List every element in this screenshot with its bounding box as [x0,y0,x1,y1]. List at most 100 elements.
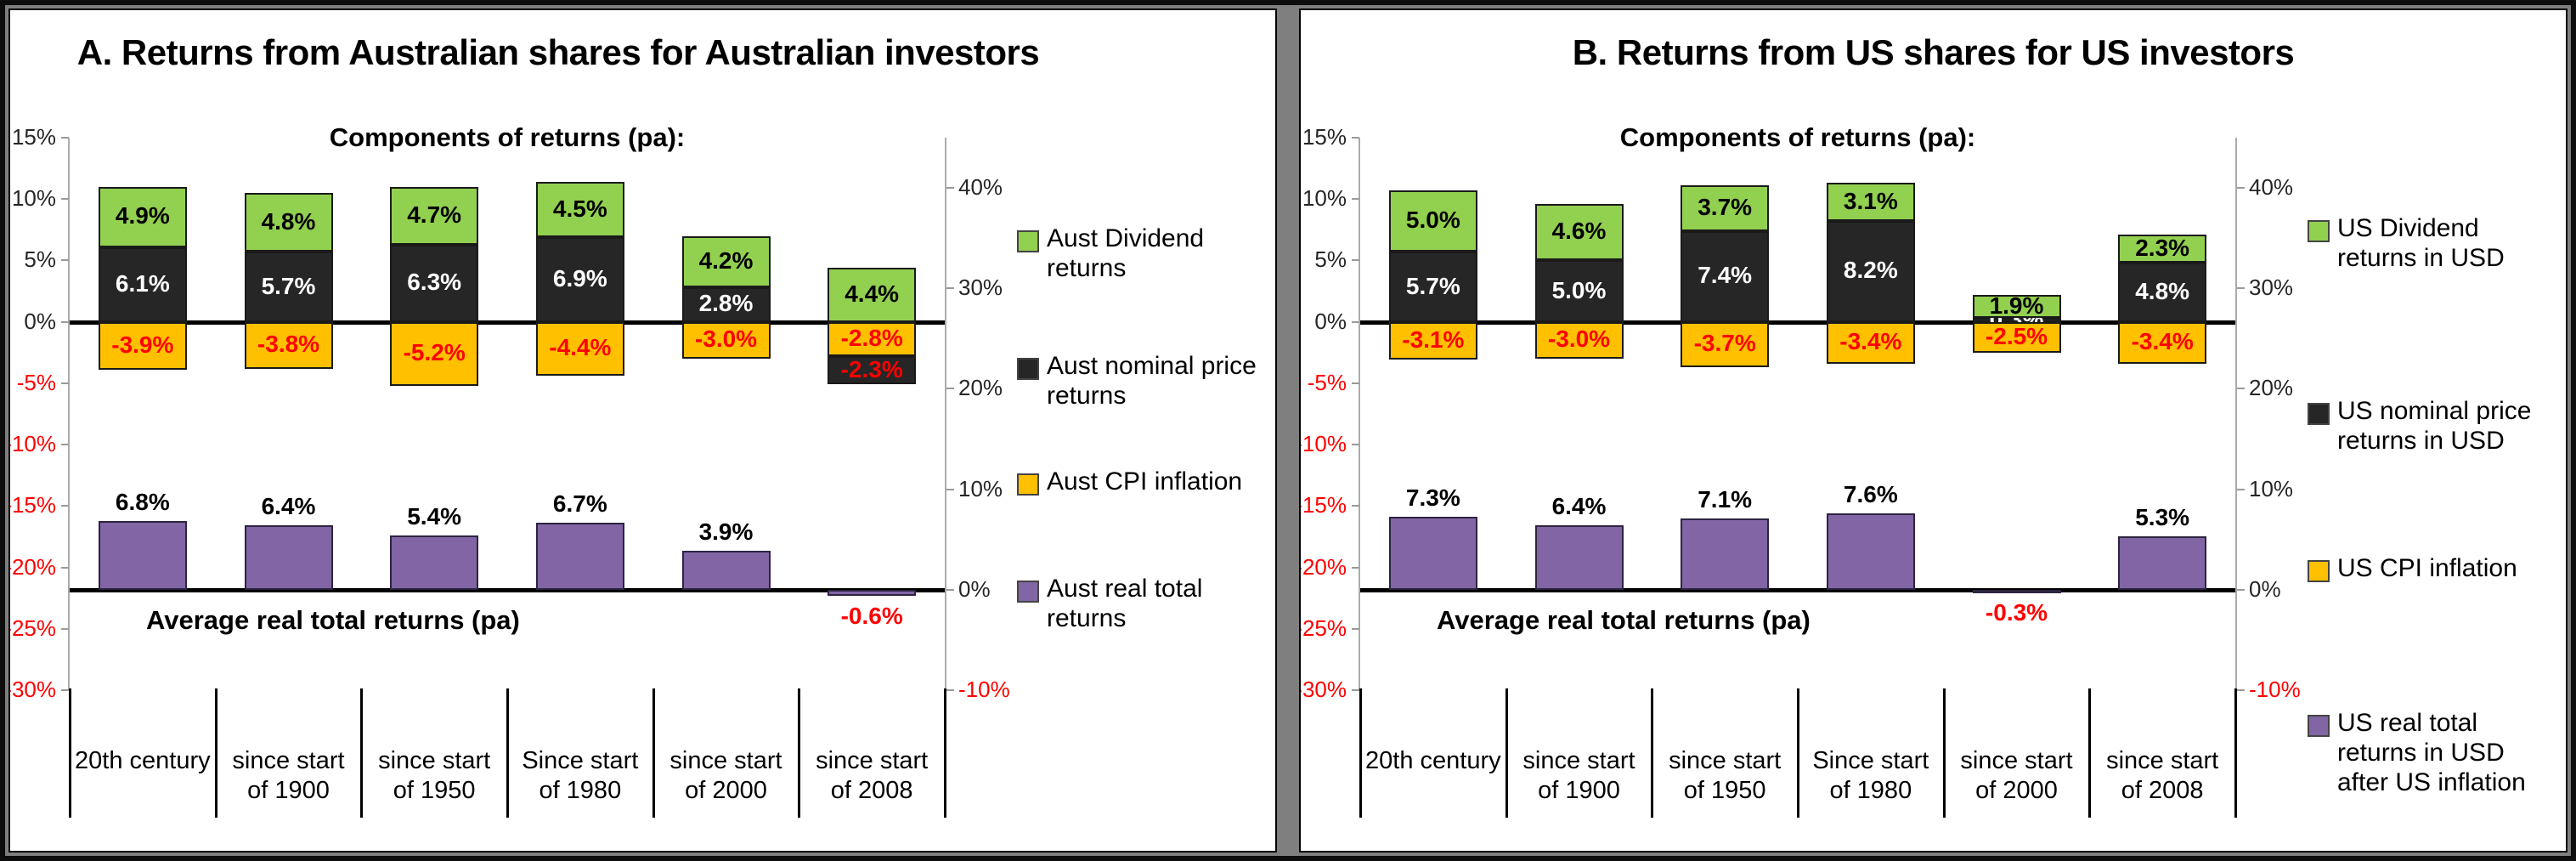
left-axis-tick [1352,137,1359,139]
bar-segment-dividend [244,193,333,252]
x-axis-category-label: since start of 1950 [378,747,491,804]
bar-segment-dividend [1534,204,1624,261]
legend-label-cpi: Aust CPI inflation [1047,467,1243,496]
bar-segment-value-cpi: -3.1% [1402,326,1465,354]
bar-segment-dividend [535,182,624,237]
panel-b-real-returns-label: Average real total returns (pa) [1437,605,1811,635]
bar-segment-value-dividend: 4.8% [261,207,316,235]
bar-segment-value-dividend: 4.2% [698,246,754,274]
left-axis-tick [61,689,69,691]
bar-segment-value-dividend: 2.3% [2135,234,2190,261]
bar-segment-dividend [2118,235,2207,263]
legend-label-real_total: Aust real total returns [1047,575,1203,632]
legend-item-real_total: Aust real total returns [1017,575,1238,634]
left-axis-tick-label: -5% [16,369,56,395]
bar-segment-value-cpi: -3.9% [111,331,174,358]
bar-real-total-value: 7.6% [1843,481,1898,507]
panel-a-real-returns-label: Average real total returns (pa) [146,605,520,635]
legend-swatch-nominal [1017,358,1039,380]
right-axis-tick [946,287,954,290]
category-divider [214,688,217,818]
left-axis-line [68,138,70,690]
bar-segment-dividend [1388,190,1477,252]
left-axis-tick [61,627,69,630]
right-axis-tick-label: 0% [2249,575,2281,602]
left-axis-tick [1352,505,1359,507]
left-axis-tick-label: 10% [11,185,56,212]
bar-segment-nominal [1972,318,2061,322]
left-axis-tick-label: -5% [1307,369,1347,395]
bar-real-total-value: 7.3% [1405,484,1460,511]
bar-segment-dividend [1972,294,2061,319]
left-axis-tick [1352,320,1359,323]
left-axis-tick [1352,259,1359,262]
bar-segment-dividend [828,268,917,322]
right-axis-tick [2237,588,2245,591]
bar-segment-value-cpi: -3.0% [694,326,758,353]
right-axis-tick-label: 30% [958,275,1003,301]
bar-real-total-value: 7.1% [1698,485,1753,513]
bar-real-total-value: 6.7% [552,490,607,517]
category-divider [1797,688,1799,818]
panel-us-returns: B. Returns from US shares for US investo… [1299,8,2568,853]
right-axis-tick [2237,287,2245,290]
left-axis-tick-label: -20% [8,553,56,580]
panel-australian-returns: A. Returns from Australian shares for Au… [8,8,1277,853]
legend-swatch-real_total [1017,581,1039,603]
bar-segment-value-dividend: 5.0% [1405,207,1460,234]
bar-real-total-returns [1972,589,2061,593]
bar-segment-value-nominal: 5.7% [1405,272,1460,299]
legend-item-nominal: US nominal price returns in USD [2308,397,2566,456]
left-axis-tick-label: -30% [1299,677,1347,702]
left-axis-tick [61,198,69,201]
left-axis-tick [61,566,69,569]
bar-segment-value-cpi: -3.0% [1547,326,1611,353]
bar-segment-value-nominal: 4.8% [2135,278,2190,304]
right-axis-tick [2237,388,2245,390]
left-axis-tick-label: 15% [1302,124,1347,150]
category-divider [2088,688,2092,818]
bar-real-total-returns [1826,513,1915,590]
legend-item-nominal: Aust nominal price returns [1017,352,1275,411]
legend-label-nominal: Aust nominal price returns [1047,352,1257,410]
left-axis-tick-label: 15% [11,124,56,150]
bar-real-total-returns [1534,525,1624,590]
bar-real-total-value: -0.3% [1985,599,2048,626]
left-axis-tick-label: -15% [1299,492,1347,518]
category-divider [2234,688,2237,818]
left-axis-tick [61,137,69,139]
bar-real-total-value: 3.9% [698,518,754,545]
bar-segment-nominal [390,244,479,322]
x-axis-category-label: Since start of 1980 [1812,747,1929,804]
bar-segment-value-nominal: 2.8% [698,290,754,317]
legend-swatch-cpi [1017,473,1039,496]
bar-segment-value-nominal: 5.7% [261,272,316,299]
bar-real-total-returns [2118,536,2207,590]
legend-item-cpi: US CPI inflation [2308,554,2566,584]
bar-segment-value-nominal: 8.2% [1843,257,1898,284]
right-axis-tick-label: 40% [958,174,1003,201]
panel-a-plot-area: 15% 10% 5% 0% -5% -10% -15% -20% -25% -30% 40% 30% 2… [10,10,1275,851]
right-axis-tick [2237,187,2245,190]
left-axis-tick [61,444,69,446]
category-divider [1651,688,1654,818]
left-axis-tick [61,259,69,262]
bar-segment-cpi [390,321,479,386]
panel-b-subtitle: Components of returns (pa): [1619,122,1976,152]
left-axis-tick [1352,566,1359,569]
right-axis-tick-label: 10% [2249,475,2294,501]
bar-real-total-returns [1388,516,1477,590]
bar-segment-dividend [681,235,771,288]
right-axis-tick [946,388,954,390]
zero-line [1360,320,2235,325]
bar-segment-value-nominal: 6.1% [115,269,170,297]
bar-real-total-returns [1681,518,1770,590]
bar-segment-cpi [1972,321,2061,353]
bar-real-total-value: -0.6% [840,602,903,629]
x-axis-category-label: since start of 2008 [816,747,929,804]
bar-segment-value-dividend: 3.7% [1698,194,1753,221]
right-axis-tick-label: 20% [2249,375,2294,401]
real-returns-baseline [1360,587,2235,592]
panel-a-subtitle: Components of returns (pa): [329,122,686,152]
